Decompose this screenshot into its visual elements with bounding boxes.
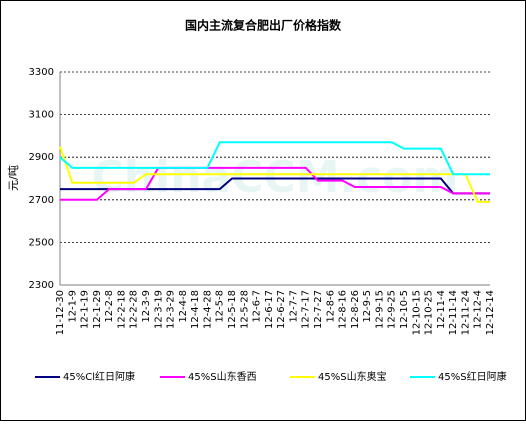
y-axis-label: 元/吨 [7, 165, 20, 191]
x-tick-label: 12-6-7 [252, 290, 263, 323]
x-tick-label: 12-12-4 [473, 290, 484, 329]
x-tick-label: 12-8-16 [338, 290, 349, 329]
x-tick-label: 12-5-18 [227, 290, 238, 329]
x-tick-label: 12-4-18 [190, 290, 201, 329]
x-tick-label: 12-2-28 [129, 290, 140, 329]
x-tick-label: 12-7-17 [301, 290, 312, 329]
x-tick-label: 12-1-9 [67, 290, 78, 323]
legend-label: 45%S山东奥宝 [318, 370, 387, 383]
x-tick-label: 12-7-7 [288, 290, 299, 323]
x-tick-label: 12-3-29 [166, 290, 177, 329]
x-tick-label: 12-5-28 [239, 290, 250, 329]
x-tick-label: 12-2-18 [116, 290, 127, 329]
x-tick-label: 12-5-8 [215, 290, 226, 323]
x-tick-label: 12-8-6 [325, 290, 336, 323]
y-tick-label: 3300 [29, 67, 54, 78]
y-tick-label: 2900 [29, 152, 54, 163]
x-tick-label: 11-12-30 [55, 290, 66, 335]
legend-label: 45%S红日阿康 [438, 370, 507, 383]
x-tick-label: 12-4-8 [178, 290, 189, 323]
x-tick-label: 12-10-5 [399, 290, 410, 329]
chart-title: 国内主流复合肥出厂价格指数 [185, 18, 342, 33]
x-tick-label: 12-11-14 [448, 290, 459, 335]
series-line [59, 141, 490, 176]
x-tick-label: 12-4-28 [202, 290, 213, 329]
y-tick-label: 2500 [29, 237, 54, 248]
series-line [60, 166, 490, 201]
x-tick-label: 12-10-25 [424, 290, 435, 335]
x-tick-label: 12-8-26 [350, 290, 361, 329]
x-tick-label: 12-1-29 [92, 290, 103, 329]
x-tick-label: 12-9-25 [387, 290, 398, 329]
x-tick-label: 12-11-4 [436, 290, 447, 329]
x-tick-label: 12-12-14 [485, 290, 496, 335]
x-tick-label: 12-9-15 [374, 290, 385, 329]
series-line [59, 146, 490, 203]
x-tick-label: 12-1-19 [80, 290, 91, 329]
x-tick-label: 12-3-19 [153, 290, 164, 329]
x-tick-label: 12-9-5 [362, 290, 373, 323]
legend-label: 45%Cl红日阿康 [63, 370, 135, 383]
x-tick-label: 12-10-15 [411, 290, 422, 335]
x-tick-label: 12-11-24 [460, 290, 471, 335]
legend-label: 45%S山东香西 [188, 370, 257, 383]
x-tick-label: 12-7-27 [313, 290, 324, 329]
y-tick-label: 2700 [29, 195, 54, 206]
y-tick-label: 3100 [29, 110, 54, 121]
x-tick-label: 12-2-8 [104, 290, 115, 323]
x-tick-label: 12-3-9 [141, 290, 152, 323]
x-tick-label: 12-6-27 [276, 290, 287, 329]
x-tick-label: 12-6-17 [264, 290, 275, 329]
y-tick-label: 2300 [29, 280, 54, 291]
